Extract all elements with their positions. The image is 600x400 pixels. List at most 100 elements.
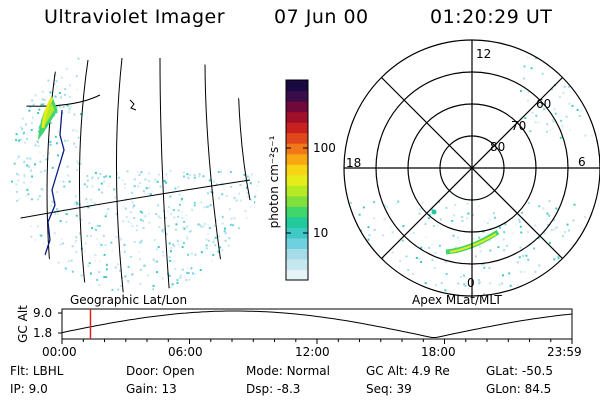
mlt-label-12: 12 — [476, 47, 492, 61]
speckle-pixel — [541, 72, 544, 75]
speckle-pixel — [167, 210, 169, 213]
speckle-pixel — [71, 245, 74, 248]
speckle-pixel — [432, 225, 435, 227]
speckle-pixel — [75, 146, 77, 148]
geographic-panel-label: Geographic Lat/Lon — [70, 293, 188, 307]
speckle-pixel — [218, 197, 221, 200]
speckle-pixel — [177, 243, 180, 246]
speckle-pixel — [52, 200, 55, 203]
speckle-pixel — [83, 183, 86, 186]
speckle-pixel — [90, 198, 92, 201]
speckle-pixel — [53, 232, 56, 235]
speckle-pixel — [26, 157, 29, 160]
speckle-pixel — [555, 207, 558, 210]
speckle-pixel — [157, 204, 160, 207]
speckle-pixel — [537, 237, 540, 240]
speckle-pixel — [71, 270, 74, 273]
colorbar-band — [286, 143, 308, 155]
speckle-pixel — [529, 130, 532, 133]
speckle-pixel — [188, 230, 191, 233]
speckle-pixel — [155, 248, 158, 251]
speckle-pixel — [205, 244, 208, 247]
speckle-pixel — [74, 129, 77, 132]
speckle-pixel — [209, 204, 212, 207]
timeline-xtick-2359: 23:59 — [547, 345, 582, 359]
speckle-pixel — [104, 215, 107, 218]
speckle-pixel — [213, 238, 215, 241]
speckle-pixel — [135, 229, 138, 232]
speckle-pixel — [142, 190, 145, 193]
speckle-pixel — [103, 180, 106, 183]
speckle-pixel — [100, 244, 103, 246]
speckle-pixel — [23, 181, 26, 184]
speckle-pixel — [40, 170, 42, 173]
speckle-pixel — [84, 250, 86, 253]
speckle-pixel — [584, 216, 587, 218]
speckle-pixel — [157, 173, 160, 176]
speckle-pixel — [47, 152, 50, 155]
speckle-pixel — [75, 251, 78, 254]
speckle-pixel — [53, 83, 56, 86]
speckle-pixel — [481, 263, 484, 266]
speckle-pixel — [96, 278, 99, 281]
speckle-pixel — [30, 225, 33, 228]
speckle-pixel — [66, 165, 69, 168]
speckle-pixel — [183, 227, 186, 230]
speckle-pixel — [49, 140, 52, 143]
speckle-pixel — [56, 85, 59, 88]
speckle-pixel — [229, 171, 232, 173]
speckle-pixel — [57, 209, 59, 212]
speckle-pixel — [54, 74, 57, 77]
speckle-pixel — [98, 260, 101, 263]
speckle-pixel — [169, 170, 172, 173]
speckle-pixel — [38, 108, 41, 111]
coastline-detail — [129, 99, 137, 111]
speckle-pixel — [162, 180, 165, 183]
speckle-pixel — [156, 260, 158, 263]
speckle-pixel — [122, 220, 125, 223]
speckle-pixel — [79, 232, 82, 235]
speckle-pixel — [170, 286, 173, 289]
speckle-pixel — [169, 195, 172, 198]
speckle-pixel — [401, 239, 404, 242]
speckle-pixel — [21, 128, 23, 131]
speckle-pixel — [419, 208, 421, 211]
speckle-pixel — [39, 160, 42, 163]
speckle-pixel — [76, 129, 78, 132]
speckle-pixel — [59, 96, 62, 99]
speckle-pixel — [358, 213, 361, 216]
speckle-pixel — [148, 212, 150, 215]
speckle-pixel — [15, 133, 18, 136]
speckle-pixel — [548, 214, 551, 217]
speckle-pixel — [110, 241, 113, 244]
speckle-pixel — [557, 257, 560, 260]
speckle-pixel — [34, 94, 37, 97]
speckle-pixel — [98, 271, 101, 274]
speckle-pixel — [518, 221, 521, 223]
speckle-pixel — [31, 175, 33, 178]
speckle-pixel — [256, 184, 259, 187]
speckle-pixel — [176, 282, 179, 284]
timeline-xtick-0000: 00:00 — [42, 345, 77, 359]
speckle-pixel — [554, 112, 557, 115]
speckle-pixel — [560, 119, 563, 122]
speckle-pixel — [187, 253, 190, 256]
speckle-pixel — [43, 98, 46, 101]
speckle-pixel — [221, 249, 224, 252]
speckle-pixel — [98, 284, 101, 287]
speckle-pixel — [383, 253, 386, 256]
speckle-pixel — [10, 180, 13, 183]
speckle-pixel — [131, 225, 134, 228]
speckle-pixel — [200, 273, 203, 276]
speckle-pixel — [24, 141, 27, 144]
speckle-pixel — [183, 175, 185, 178]
speckle-pixel — [188, 279, 191, 282]
speckle-pixel — [199, 224, 202, 227]
speckle-pixel — [159, 185, 162, 188]
speckle-pixel — [572, 219, 575, 222]
speckle-pixel — [139, 210, 142, 213]
speckle-pixel — [97, 177, 100, 180]
speckle-pixel — [23, 160, 26, 163]
speckle-pixel — [200, 251, 203, 254]
